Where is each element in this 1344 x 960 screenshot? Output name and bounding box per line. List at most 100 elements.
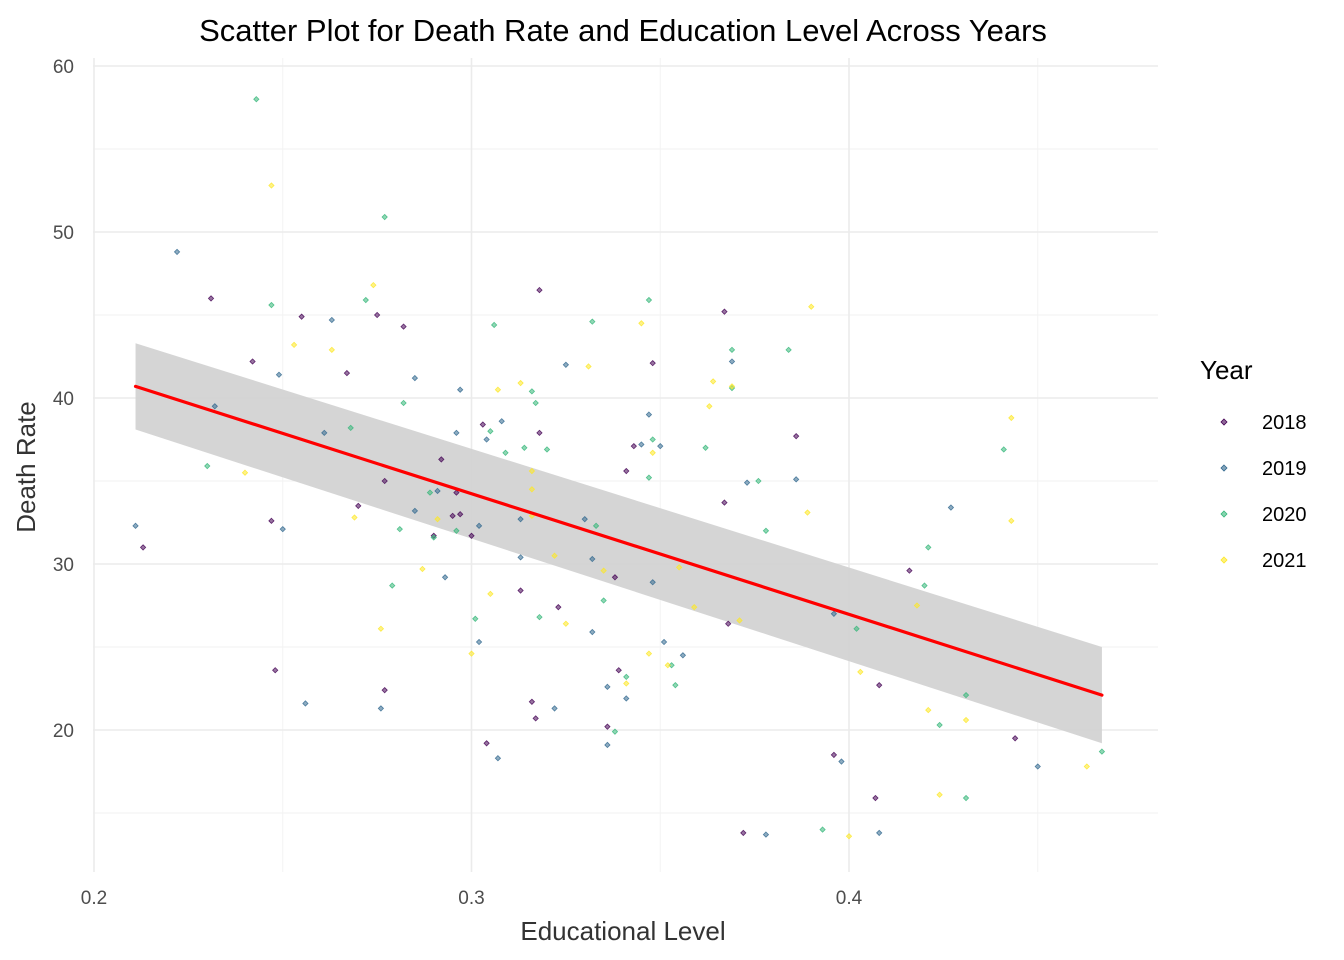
data-point-2020 [623,673,630,681]
legend-label-2019: 2019 [1262,458,1307,480]
data-point-2018 [532,715,539,722]
data-point-2021 [528,467,536,475]
data-point-2018 [468,532,475,539]
data-point-2018 [449,512,456,520]
data-point-2021 [370,281,377,289]
data-point-2021 [962,716,970,724]
data-point-2021 [675,564,683,571]
data-point-2019 [211,403,218,410]
data-point-2020 [426,489,434,496]
data-point-2020 [347,424,354,432]
y-axis-title: Death Rate [11,401,41,533]
legend-key-2019 [1220,464,1228,472]
data-point-2018 [830,751,838,759]
data-point-2019 [589,628,596,636]
data-point-2019 [279,525,286,533]
data-point-2021 [649,449,656,456]
data-point-2020 [645,474,653,481]
axis-ticks: 0.2 0.3 0.4 20 30 40 50 60 [53,57,863,909]
data-point-2021 [857,668,864,676]
data-point-2021 [706,403,713,410]
data-point-2020 [592,522,600,529]
data-point-2019 [762,831,770,838]
data-point-2019 [321,429,328,437]
data-point-2021 [600,567,607,574]
data-point-2018 [483,740,490,747]
data-point-2020 [762,527,770,534]
data-point-2020 [532,399,539,407]
data-point-2019 [132,522,139,529]
data-point-2021 [664,662,671,669]
data-point-2020 [536,613,543,621]
y-tick-label: 40 [53,389,74,410]
data-point-2018 [792,433,800,440]
data-point-2019 [638,441,645,448]
data-point-2018 [249,358,256,365]
data-point-2019 [434,487,441,495]
legend-key-2021 [1220,556,1228,564]
data-point-2021 [268,182,275,189]
data-point-2020 [925,544,932,551]
data-point-2020 [819,826,826,833]
data-point-2019 [581,516,588,523]
data-point-2020 [490,321,498,329]
data-point-2020 [962,691,970,699]
data-point-2021 [691,603,698,611]
chart-title: Scatter Plot for Death Rate and Educatio… [199,13,1047,48]
data-point-2018 [479,421,486,428]
data-point-2019 [1034,763,1041,770]
data-point-2019 [604,741,611,749]
legend-key-2020 [1220,510,1228,518]
data-point-2019 [498,418,505,425]
data-point-2018 [528,698,536,705]
data-point-2021 [551,552,558,559]
data-point-2021 [494,386,502,393]
data-point-2020 [645,296,653,304]
data-point-2021 [623,680,630,687]
fit-line-layer [133,384,1104,697]
data-point-2018 [876,682,883,689]
data-point-2018 [536,429,543,437]
data-point-2020 [1098,748,1106,755]
data-point-2020 [785,346,792,354]
data-point-2019 [792,476,800,483]
data-point-2021 [528,486,536,493]
data-point-2018 [272,667,279,674]
data-point-2019 [377,705,385,712]
data-point-2020 [611,728,619,735]
data-point-2020 [204,462,211,470]
data-point-2020 [502,449,509,456]
x-axis-title: Educational Level [520,916,725,946]
data-point-2020 [543,446,551,453]
data-point-2019 [517,516,524,523]
data-point-2018 [517,587,524,594]
data-point-2018 [649,359,656,367]
data-point-2019 [275,371,283,378]
data-point-2021 [808,303,815,310]
data-point-2019 [475,638,483,646]
data-point-2020 [396,525,403,533]
data-point-2018 [1011,735,1019,742]
data-point-2018 [381,477,388,485]
data-point-2021 [468,650,475,657]
data-point-2019 [838,758,845,765]
data-point-2019 [441,574,449,581]
data-point-2019 [604,683,611,691]
data-point-2021 [1008,517,1015,525]
data-point-2020 [728,346,736,354]
data-point-2018 [721,499,728,506]
data-point-2018 [536,286,543,294]
data-point-2019 [453,429,460,437]
data-point-2021 [804,509,811,516]
y-tick-label: 20 [53,721,74,742]
data-point-2018 [298,313,305,320]
data-point-2019 [649,579,656,586]
data-point-2021 [1008,414,1015,422]
legend-key-2018 [1220,418,1228,426]
data-point-2018 [343,369,351,377]
data-point-2020 [268,301,275,309]
data-point-2019 [551,705,558,712]
data-point-2018 [872,794,879,802]
data-point-2019 [679,652,687,659]
